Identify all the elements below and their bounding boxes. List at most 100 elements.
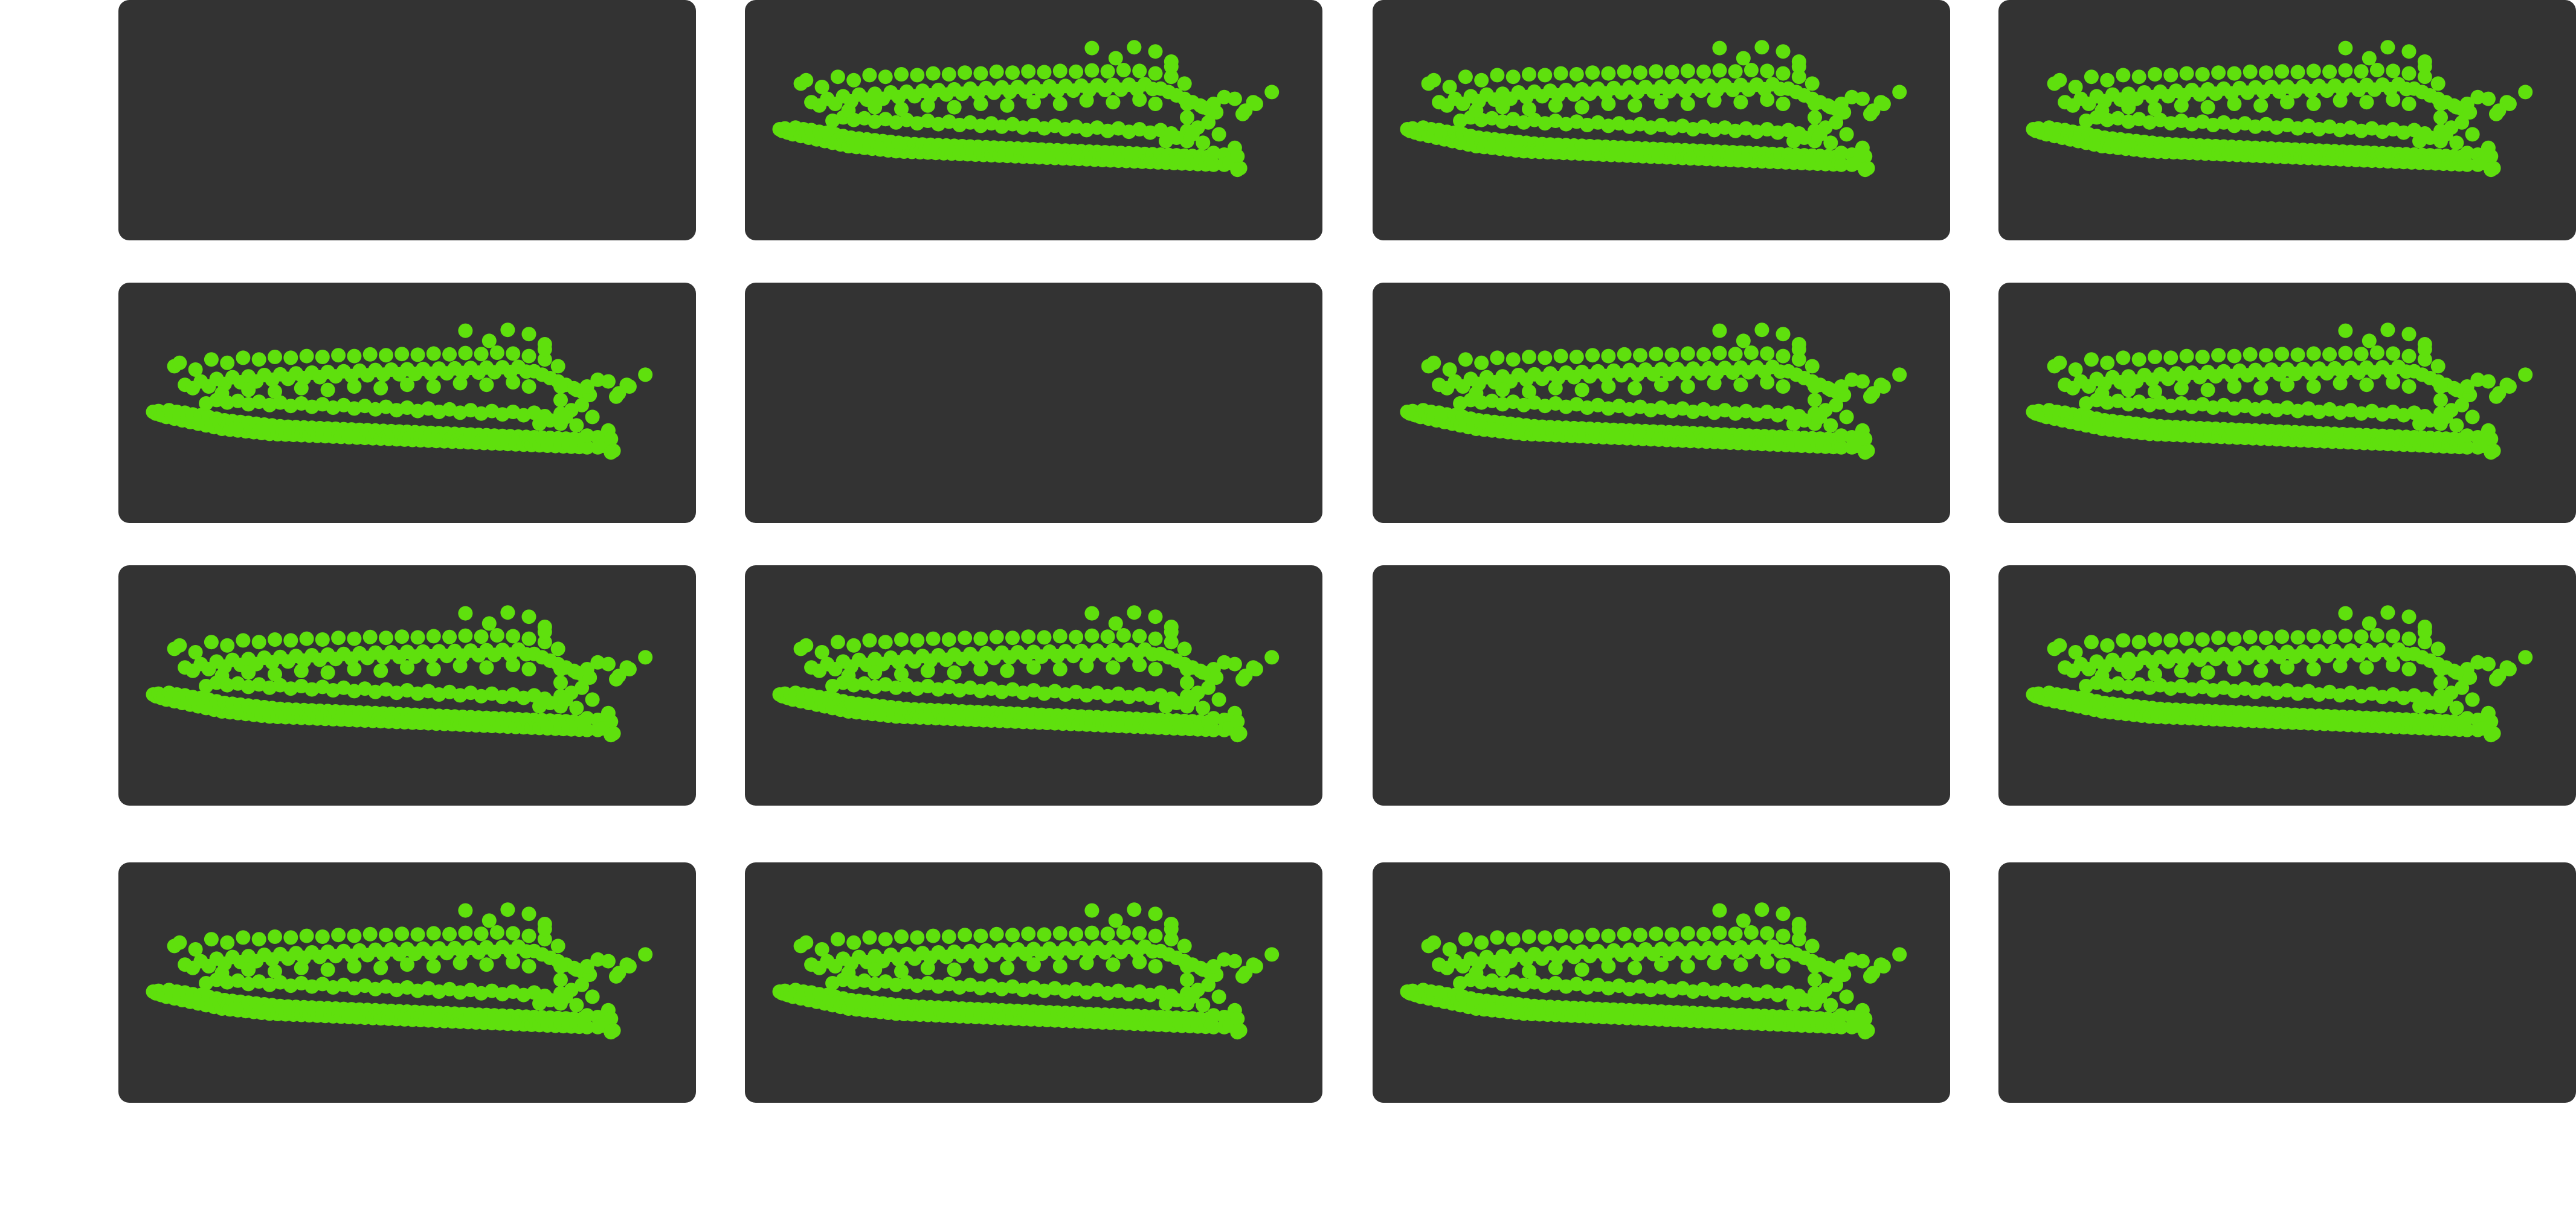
- scatter-point: [1230, 1025, 1245, 1039]
- scatter-point: [373, 961, 388, 975]
- scatter-point: [2084, 69, 2099, 84]
- scatter-point: [268, 384, 282, 399]
- scatter-point: [2307, 662, 2321, 676]
- scatter-point: [1823, 963, 1838, 977]
- scatter-point: [1654, 95, 1669, 109]
- scatter-point: [2433, 393, 2448, 407]
- scatter-point: [1458, 932, 1473, 946]
- scatter-point: [1196, 963, 1210, 977]
- scatter-point: [2386, 375, 2400, 390]
- scatter-point: [236, 633, 250, 647]
- scatter-point: [1026, 660, 1041, 675]
- scatter-point: [1053, 959, 1067, 974]
- scatter-point: [973, 632, 988, 646]
- scatter-point: [1585, 928, 1600, 942]
- scatter-point: [1681, 959, 1695, 974]
- scatter-point: [2259, 65, 2273, 80]
- scatter-point: [815, 645, 829, 659]
- scatter-point: [2449, 666, 2464, 680]
- scatter-plot: [1998, 0, 2576, 240]
- scatter-point: [1754, 902, 1769, 917]
- scatter-point: [2291, 347, 2305, 362]
- scatter-point: [609, 390, 623, 404]
- scatter-point: [1808, 959, 1822, 974]
- scatter-point: [2322, 347, 2337, 362]
- scatter-point: [1053, 63, 1067, 78]
- scatter-point: [551, 641, 565, 656]
- scatter-point: [1696, 65, 1711, 79]
- scatter-point: [1177, 938, 1192, 953]
- scatter-point: [1490, 68, 1504, 82]
- scatter-point: [1132, 926, 1147, 940]
- scatter-point: [1148, 609, 1163, 624]
- scatter-point: [910, 930, 924, 945]
- panel-r4-c3: [1373, 862, 1950, 1103]
- scatter-point: [479, 660, 494, 675]
- scatter-point: [2418, 342, 2432, 356]
- scatter-point: [1000, 664, 1014, 678]
- scatter-point: [2227, 349, 2241, 364]
- scatter-point: [2362, 616, 2377, 630]
- panel-r4-c1: [118, 862, 696, 1103]
- scatter-point: [1235, 107, 1250, 121]
- panel-r3-c3: [1373, 565, 1950, 806]
- scatter-point: [926, 66, 941, 81]
- scatter-point: [1249, 97, 1263, 111]
- scatter-point: [347, 929, 361, 943]
- scatter-point: [538, 409, 552, 423]
- scatter-point: [1575, 383, 1589, 397]
- scatter-point: [2433, 675, 2448, 690]
- scatter-point: [1813, 409, 1827, 424]
- scatter-point: [283, 350, 298, 365]
- scatter-point: [500, 322, 515, 337]
- scatter-point: [2243, 347, 2258, 362]
- scatter-point: [878, 932, 893, 946]
- scatter-point: [1443, 362, 1457, 377]
- scatter-point: [2380, 40, 2395, 54]
- scatter-point: [1037, 927, 1052, 942]
- scatter-point: [622, 959, 637, 974]
- scatter-point: [553, 393, 568, 407]
- scatter-point: [2338, 346, 2352, 361]
- scatter-point: [2180, 349, 2194, 364]
- scatter-point: [947, 963, 962, 977]
- scatter-point: [188, 942, 203, 957]
- scatter-point: [926, 929, 941, 943]
- scatter-point: [1148, 66, 1163, 81]
- scatter-point: [1106, 957, 1120, 972]
- scatter-point: [2402, 327, 2417, 341]
- scatter-point: [2307, 97, 2321, 111]
- scatter-point: [973, 97, 988, 111]
- scatter-point: [214, 966, 229, 980]
- scatter-point: [2433, 110, 2448, 124]
- scatter-point: [1712, 41, 1727, 56]
- scatter-point: [1707, 376, 1722, 390]
- scatter-point: [321, 963, 335, 977]
- scatter-point: [538, 922, 552, 936]
- scatter-point: [1712, 324, 1727, 338]
- panel-r1-c3: [1373, 0, 1950, 240]
- scatter-point: [990, 630, 1004, 644]
- scatter-point: [2333, 93, 2348, 107]
- scatter-point: [1180, 675, 1194, 690]
- scatter-point: [2518, 650, 2533, 664]
- scatter-plot: [745, 862, 1322, 1103]
- scatter-point: [474, 347, 489, 361]
- scatter-point: [1474, 73, 1489, 88]
- scatter-point: [1707, 955, 1722, 970]
- scatter-point: [1601, 959, 1615, 974]
- scatter-point: [1776, 44, 1791, 59]
- scatter-point: [2502, 662, 2517, 676]
- scatter-point: [2465, 127, 2480, 141]
- scatter-point: [411, 347, 425, 362]
- scatter-point: [482, 333, 497, 348]
- scatter-point: [1585, 65, 1600, 80]
- scatter-point: [2084, 352, 2099, 367]
- scatter-point: [2338, 629, 2352, 643]
- scatter-point: [522, 609, 536, 624]
- scatter-point: [1601, 97, 1615, 111]
- scatter-point: [1264, 947, 1279, 961]
- scatter-point: [2227, 632, 2241, 646]
- scatter-point: [2354, 64, 2369, 79]
- scatter-point: [846, 73, 861, 88]
